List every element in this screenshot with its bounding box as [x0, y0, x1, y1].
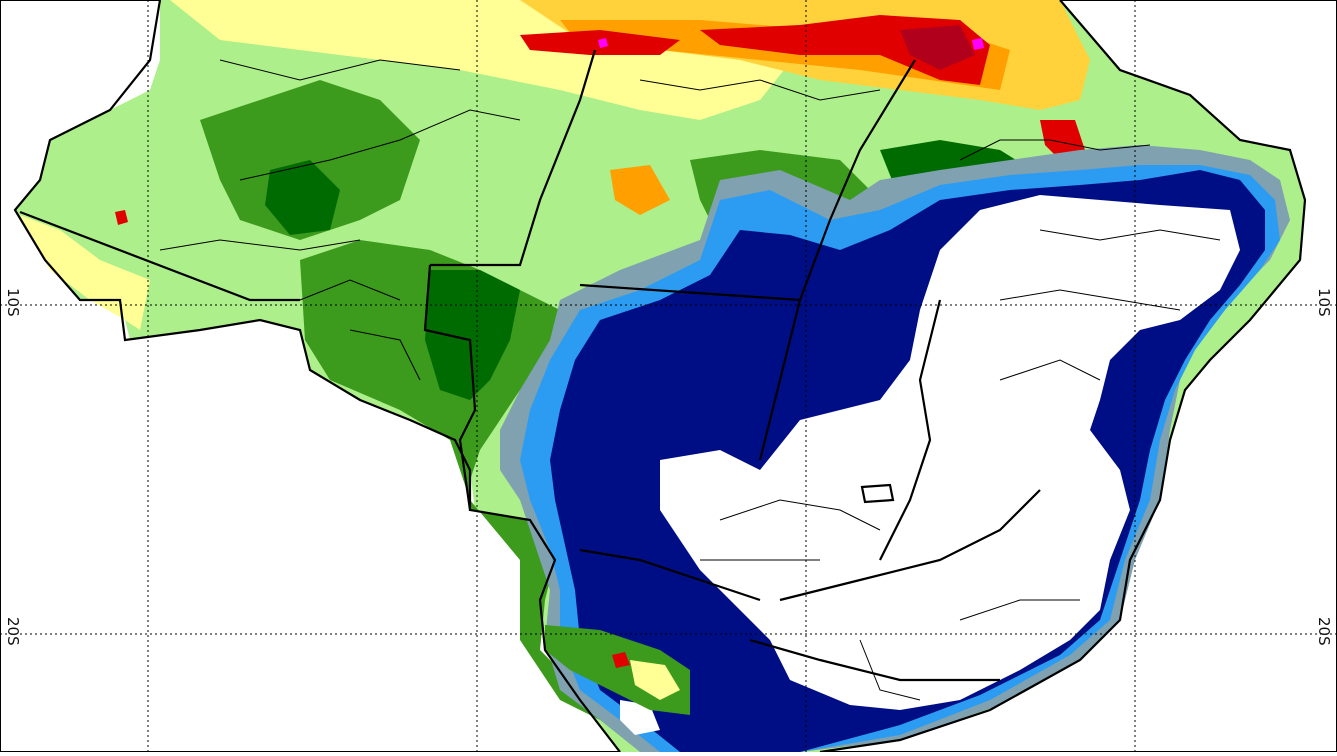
region-mid-green [300, 240, 600, 720]
lat-label-10s-left: 10S [4, 288, 22, 317]
lat-label-10s-right: 10S [1315, 288, 1333, 317]
region-sw-red [612, 652, 630, 668]
region-sw-yellow [630, 660, 680, 700]
region-red-point-west [115, 210, 128, 225]
region-orange-center [610, 165, 670, 215]
region-magenta-2 [972, 38, 984, 50]
region-red-ne [1040, 120, 1085, 160]
coast-outline [819, 0, 1307, 754]
lat-label-20s-right: 20S [1315, 617, 1333, 646]
precipitation-field [15, 0, 1305, 752]
region-dark-green-2 [265, 160, 340, 235]
region-dark-green-1 [425, 270, 520, 400]
municipal-borders [159, 59, 1221, 701]
brazil-outline [13, 0, 621, 753]
border-amazonas-para [430, 49, 597, 267]
lat-label-20s-left: 20S [4, 617, 22, 646]
border-minas [779, 489, 1041, 602]
border-para-tocantins [758, 59, 916, 461]
region-magenta-1 [598, 38, 608, 48]
border-acre [19, 210, 300, 302]
border-goias-bahia [879, 299, 942, 561]
political-borders [13, 0, 1307, 754]
region-dark-red [900, 25, 975, 70]
region-pale-yellow-west [20, 215, 150, 330]
border-rondonia [423, 264, 477, 511]
border-para-mt [579, 283, 801, 302]
border-df [860, 483, 895, 504]
border-ms [579, 548, 761, 602]
region-white-interior [660, 195, 1240, 710]
border-sp [749, 638, 1000, 682]
